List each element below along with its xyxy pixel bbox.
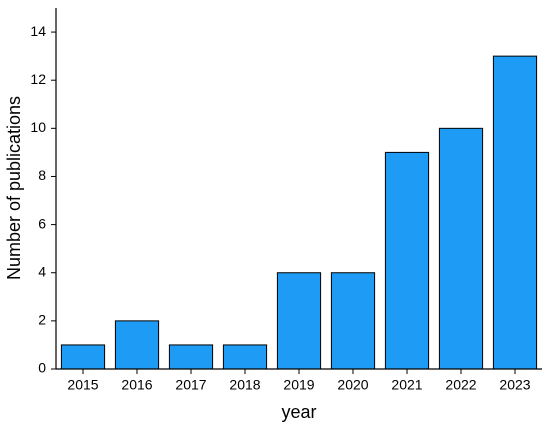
y-tick-label: 4 xyxy=(38,263,46,279)
x-tick-label: 2020 xyxy=(337,377,368,393)
x-tick-label: 2022 xyxy=(445,377,476,393)
bar xyxy=(168,344,214,370)
y-axis-title: Number of publications xyxy=(4,96,24,280)
y-tick-label: 10 xyxy=(30,119,46,135)
y-tick-label: 12 xyxy=(30,71,46,87)
x-tick-label: 2021 xyxy=(391,377,422,393)
bar xyxy=(222,344,268,370)
bar xyxy=(60,344,106,370)
bar xyxy=(114,320,160,370)
y-tick-label: 6 xyxy=(38,215,46,231)
y-tick-label: 2 xyxy=(38,312,46,328)
y-tick-label: 8 xyxy=(38,167,46,183)
bar xyxy=(492,55,538,370)
y-tick-label: 14 xyxy=(30,23,46,39)
x-tick-label: 2016 xyxy=(121,377,152,393)
bar xyxy=(438,127,484,370)
x-tick-label: 2018 xyxy=(229,377,260,393)
x-tick-label: 2017 xyxy=(175,377,206,393)
bar xyxy=(276,272,322,370)
x-tick-label: 2023 xyxy=(499,377,530,393)
x-tick-label: 2015 xyxy=(67,377,98,393)
x-tick-label: 2019 xyxy=(283,377,314,393)
bar xyxy=(384,151,430,370)
bar xyxy=(330,272,376,370)
y-tick-label: 0 xyxy=(38,360,46,376)
x-axis-title: year xyxy=(281,402,316,422)
